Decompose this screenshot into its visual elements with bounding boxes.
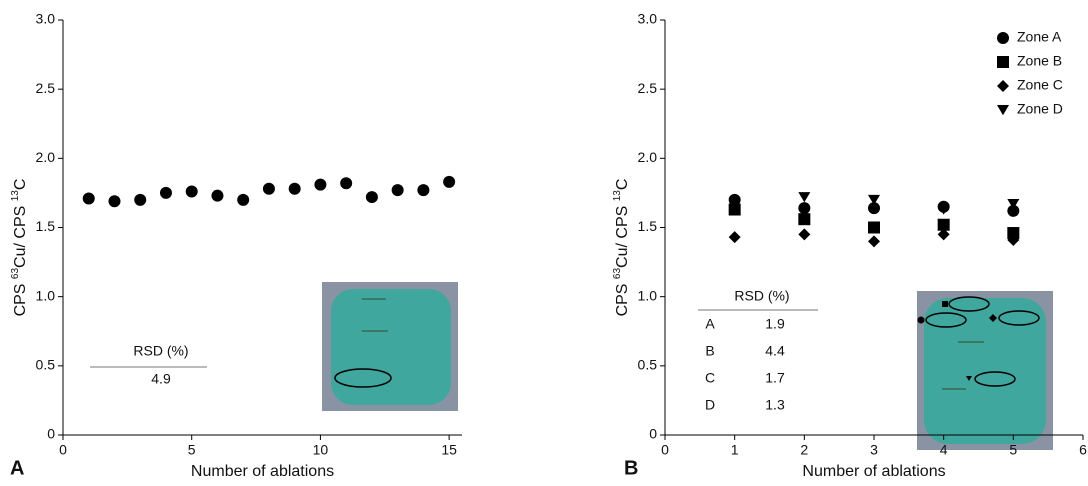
legend-marker	[997, 56, 1009, 68]
y-tick-label: 3.0	[638, 11, 658, 27]
marker	[728, 197, 741, 208]
marker	[391, 184, 404, 197]
table-cell: C	[705, 370, 715, 386]
table-cell: 1.7	[765, 370, 785, 386]
marker	[937, 218, 950, 231]
marker	[314, 178, 327, 191]
table-header: RSD (%)	[734, 288, 789, 304]
marker	[417, 184, 430, 197]
y-tick-label: 1.0	[36, 287, 56, 303]
superscript: 13	[10, 190, 21, 202]
y-tick-label: 1.5	[638, 218, 658, 234]
y-tick-label: 0.5	[36, 357, 56, 373]
y-axis-title-part: Cu/ CPS	[614, 201, 631, 268]
marker	[288, 182, 301, 195]
x-tick-label: 0	[661, 442, 669, 458]
marker	[1007, 227, 1020, 240]
marker	[937, 228, 950, 241]
x-axis-title: Number of ablations	[802, 463, 945, 480]
y-axis-title: CPS 63Cu/ CPS 13C	[612, 179, 632, 317]
marker	[1007, 233, 1020, 246]
legend-label: Zone C	[1017, 77, 1063, 93]
marker	[211, 189, 224, 202]
table-cell: 4.4	[765, 343, 785, 359]
y-tick-label: 0.5	[638, 357, 658, 373]
marker	[262, 182, 275, 195]
table-cell: D	[705, 397, 715, 413]
x-tick-label: 1	[731, 442, 739, 458]
x-tick-label: 4	[940, 442, 948, 458]
y-tick-label: 0	[47, 426, 55, 442]
marker	[82, 192, 95, 205]
superscript: 63	[612, 268, 623, 280]
y-tick-label: 2.0	[36, 149, 56, 165]
y-tick-label: 1.5	[36, 218, 56, 234]
marker	[134, 193, 147, 206]
panel-label: B	[624, 457, 638, 479]
marker	[1007, 198, 1020, 210]
marker	[937, 204, 950, 215]
legend-label: Zone B	[1017, 53, 1062, 69]
marker	[237, 193, 250, 206]
legend-label: Zone A	[1017, 29, 1062, 45]
x-tick-label: 6	[1079, 442, 1087, 458]
y-axis-title: CPS 63Cu/ CPS 13C	[10, 179, 30, 317]
y-tick-label: 2.5	[36, 80, 56, 96]
y-axis-title-part: Cu/ CPS	[12, 201, 29, 268]
marker	[340, 177, 353, 190]
marker	[798, 228, 811, 241]
inset-photo	[322, 282, 458, 411]
legend-marker	[997, 80, 1009, 92]
x-tick-label: 10	[313, 442, 329, 458]
marker	[868, 235, 880, 248]
marker	[728, 203, 741, 216]
legend-marker	[997, 32, 1009, 44]
legend-marker	[997, 105, 1009, 116]
marker	[728, 231, 741, 244]
x-tick-label: 2	[800, 442, 808, 458]
marker	[108, 195, 121, 208]
marker	[798, 192, 811, 203]
marker	[798, 213, 811, 226]
y-tick-label: 0	[649, 426, 657, 442]
table-cell: 4.9	[151, 371, 171, 387]
superscript: 63	[10, 268, 21, 280]
inset-photo	[917, 291, 1053, 450]
legend-label: Zone D	[1017, 101, 1063, 117]
y-tick-label: 1.0	[638, 287, 658, 303]
y-axis-title-part: C	[12, 179, 29, 191]
x-tick-label: 0	[59, 442, 67, 458]
y-tick-label: 3.0	[36, 11, 56, 27]
marker	[868, 202, 880, 215]
marker	[1007, 204, 1020, 217]
y-tick-label: 2.0	[638, 149, 658, 165]
marker	[159, 186, 172, 199]
y-tick-label: 2.5	[638, 80, 658, 96]
x-axis-title: Number of ablations	[191, 463, 334, 480]
marker	[443, 175, 456, 188]
table-header: RSD (%)	[133, 343, 188, 359]
marker	[185, 185, 198, 198]
marker	[365, 191, 378, 204]
panel-label: A	[10, 457, 24, 479]
marker	[868, 194, 880, 206]
marker	[798, 202, 811, 215]
table-cell: A	[705, 316, 715, 332]
y-axis-title-part: C	[614, 179, 631, 191]
x-tick-label: 5	[1009, 442, 1017, 458]
x-tick-label: 3	[870, 442, 878, 458]
x-tick-label: 5	[188, 442, 196, 458]
table-cell: 1.3	[765, 397, 785, 413]
superscript: 13	[612, 190, 623, 202]
y-axis-title-part: CPS	[614, 279, 631, 316]
y-axis-title-part: CPS	[12, 279, 29, 316]
table-cell: 1.9	[765, 316, 785, 332]
marker	[868, 221, 880, 234]
x-tick-label: 15	[441, 442, 457, 458]
table-cell: B	[705, 343, 714, 359]
